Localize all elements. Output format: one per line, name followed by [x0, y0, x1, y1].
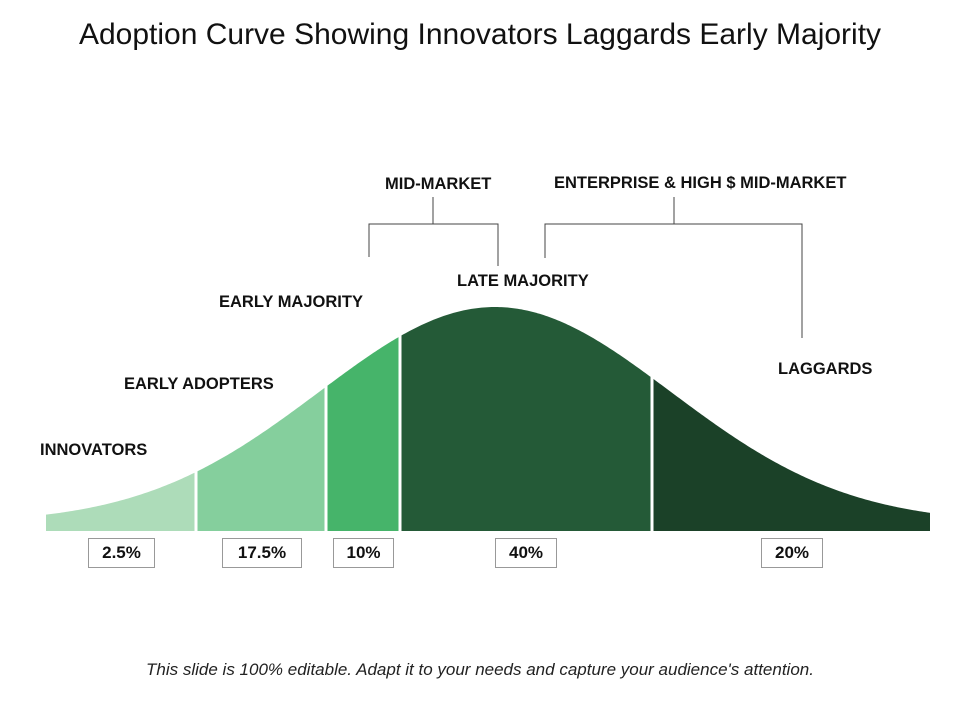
curve-segment-laggards: [653, 379, 930, 531]
percent-box-early-adopters: 17.5%: [222, 538, 302, 568]
percent-box-laggards: 20%: [761, 538, 823, 568]
mid-market-bracket: [368, 197, 499, 266]
curve-segment-late-majority: [401, 307, 651, 531]
curve-segment-early-adopters: [197, 387, 325, 531]
group-label-enterprise: ENTERPRISE & HIGH $ MID-MARKET: [554, 174, 847, 192]
segment-label-early-majority: EARLY MAJORITY: [219, 293, 363, 311]
footer-note: This slide is 100% editable. Adapt it to…: [146, 660, 814, 679]
group-label-mid-market: MID-MARKET: [385, 175, 492, 193]
curve-segment-innovators: [46, 472, 195, 531]
enterprise-bracket: [544, 197, 803, 338]
percent-box-innovators: 2.5%: [88, 538, 155, 568]
segment-label-laggards: LAGGARDS: [778, 360, 873, 378]
segment-label-innovators: INNOVATORS: [40, 441, 148, 459]
percent-box-early-majority: 10%: [333, 538, 394, 568]
segment-label-early-adopters: EARLY ADOPTERS: [124, 375, 274, 393]
brackets: [368, 197, 803, 338]
segment-label-late-majority: LATE MAJORITY: [457, 272, 589, 290]
slide-title: Adoption Curve Showing Innovators Laggar…: [78, 18, 882, 51]
curve-segment-early-majority: [327, 337, 399, 531]
percent-box-late-majority: 40%: [495, 538, 557, 568]
